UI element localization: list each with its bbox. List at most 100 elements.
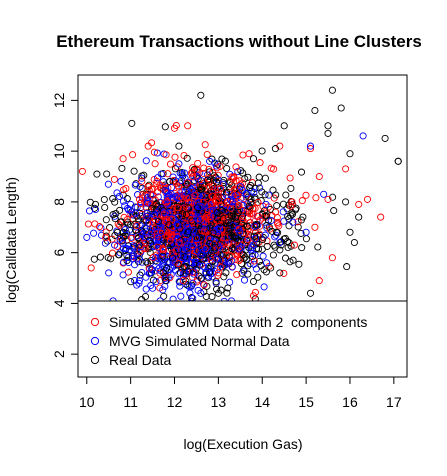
data-point [151, 160, 159, 168]
data-point [329, 193, 337, 201]
data-point [127, 200, 135, 208]
data-point [172, 247, 180, 255]
data-point [228, 203, 236, 211]
data-point [183, 179, 191, 187]
data-point [203, 150, 211, 159]
data-point [285, 222, 293, 230]
data-point [102, 234, 110, 242]
data-point [273, 202, 281, 210]
data-point [165, 229, 173, 237]
data-point [284, 212, 292, 220]
data-point [157, 228, 165, 236]
data-point [225, 224, 233, 232]
data-point [137, 243, 145, 251]
data-point [212, 178, 221, 186]
data-point [250, 257, 258, 265]
data-point [167, 190, 175, 198]
data-point [144, 142, 152, 150]
data-point [187, 186, 195, 194]
data-point [271, 145, 279, 153]
data-point [178, 188, 186, 196]
data-point [164, 195, 172, 203]
data-point [171, 245, 179, 253]
data-point [224, 217, 232, 225]
data-point [222, 246, 230, 254]
data-point [199, 262, 207, 270]
data-point [237, 241, 245, 249]
data-point [184, 198, 193, 206]
data-point [91, 200, 100, 208]
data-point [232, 218, 241, 226]
data-point [191, 191, 199, 200]
y-tick-label: 6 [51, 249, 67, 257]
data-point [206, 239, 214, 247]
data-point [236, 228, 244, 236]
data-point [281, 254, 290, 262]
data-point [104, 237, 112, 245]
data-point [302, 191, 310, 199]
data-point [287, 212, 295, 220]
data-point [154, 217, 163, 226]
data-point [267, 216, 275, 225]
data-point [93, 170, 101, 178]
data-point [254, 212, 262, 220]
data-point [206, 213, 214, 221]
data-point [328, 86, 336, 94]
data-point [246, 242, 254, 250]
data-point [120, 213, 128, 221]
data-point [111, 241, 119, 249]
legend-entry-gmm: Simulated GMM Data with 2 components [90, 314, 367, 330]
data-point [205, 183, 213, 191]
data-point [192, 265, 200, 273]
data-point [168, 240, 176, 248]
data-point [346, 228, 354, 236]
data-point [177, 251, 185, 259]
data-point [225, 253, 233, 261]
data-point [185, 187, 193, 196]
data-point [255, 257, 263, 265]
data-point [152, 254, 160, 262]
data-point [359, 132, 367, 140]
data-point [343, 263, 351, 271]
legend-marker-gmm [90, 317, 100, 327]
data-point [160, 292, 168, 300]
x-axis: 10 11 12 13 14 15 16 17 [79, 376, 402, 410]
data-point [189, 173, 197, 181]
data-point [245, 202, 253, 210]
data-point [234, 191, 242, 199]
data-point [172, 179, 180, 188]
data-point [130, 252, 138, 260]
data-point [131, 181, 139, 189]
data-point [242, 193, 250, 201]
data-point [272, 191, 280, 199]
data-point [315, 172, 323, 181]
data-point [250, 232, 258, 240]
data-point [184, 241, 192, 249]
data-point [286, 174, 294, 182]
data-point [145, 236, 153, 245]
data-point [225, 232, 233, 240]
data-point [262, 268, 270, 276]
data-point [109, 195, 117, 203]
data-point [108, 249, 117, 257]
data-point [203, 212, 211, 220]
data-point [221, 234, 229, 242]
data-point [256, 159, 264, 167]
data-point [145, 219, 153, 227]
legend-entry-mvg: MVG Simulated Normal Data [90, 333, 290, 349]
x-tick-label: 10 [79, 394, 95, 410]
data-point [280, 122, 288, 130]
data-point [297, 229, 305, 237]
data-point [263, 259, 271, 267]
data-point [163, 264, 171, 272]
data-point [165, 221, 173, 229]
data-point [153, 233, 161, 241]
data-point [123, 251, 131, 260]
data-point [209, 207, 217, 215]
data-point [214, 289, 222, 297]
data-point [101, 239, 109, 247]
data-point [209, 229, 217, 237]
data-point [159, 252, 167, 260]
data-point [194, 216, 202, 224]
data-point [142, 157, 150, 165]
